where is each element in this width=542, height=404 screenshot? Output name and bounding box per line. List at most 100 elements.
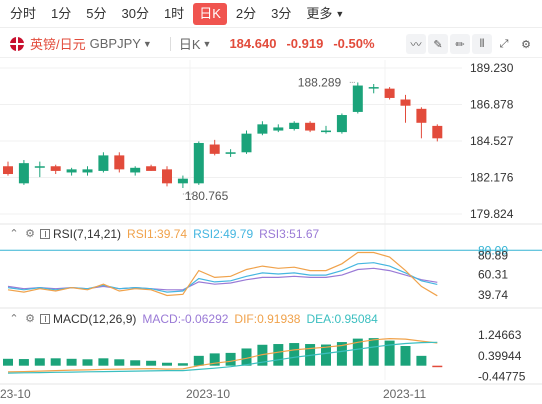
min-price-label: 180.765 bbox=[185, 189, 229, 203]
tab-6[interactable]: 2分 bbox=[235, 5, 257, 21]
macd-histogram-bar bbox=[400, 346, 411, 366]
collapse-arrow-icon[interactable]: ⌃ bbox=[9, 228, 19, 240]
tab-0[interactable]: 分时 bbox=[10, 5, 37, 21]
collapse-arrow-icon[interactable]: ⌃ bbox=[9, 313, 19, 325]
symbol-code[interactable]: GBPJPY bbox=[89, 36, 141, 51]
candle bbox=[18, 163, 29, 184]
price-tick-label: 189.230 bbox=[470, 61, 514, 75]
rsi2-value: RSI2:49.79 bbox=[193, 227, 254, 241]
toolbar: 〰 ✎ ✏ ⫴ ⤢ ⚙ bbox=[404, 34, 536, 54]
candle bbox=[162, 169, 172, 184]
x-axis-label: 23-10 bbox=[0, 387, 31, 401]
rsi-name: RSI(7,14,21) bbox=[53, 227, 122, 241]
macd-histogram-bar bbox=[225, 352, 236, 366]
macd-histogram-bar bbox=[384, 340, 395, 366]
candle bbox=[384, 88, 395, 98]
candle bbox=[209, 144, 220, 154]
macd-histogram-bar bbox=[241, 348, 252, 366]
macd-histogram-bar bbox=[321, 344, 331, 366]
x-axis-label: 2023-11 bbox=[383, 387, 426, 401]
candle bbox=[114, 155, 125, 170]
tab-1[interactable]: 1分 bbox=[51, 5, 72, 21]
macd-histogram-bar bbox=[162, 362, 172, 366]
price-change: -0.919 bbox=[286, 36, 324, 51]
macd-tick-label: 1.24663 bbox=[478, 328, 522, 342]
symbol-bar: 英镑/日元 GBPJPY ▼ 日K ▼ 184.640 -0.919 -0.50… bbox=[0, 30, 542, 58]
candle bbox=[432, 125, 443, 139]
last-price: 184.640 bbox=[229, 36, 277, 51]
macd-histogram-bar bbox=[368, 338, 379, 366]
price-tick-label: 184.527 bbox=[470, 134, 514, 148]
macd-histogram-bar bbox=[18, 359, 29, 366]
price-tick-label: 179.824 bbox=[470, 207, 514, 221]
macd-histogram-bar bbox=[146, 360, 157, 366]
draw-tool-icon[interactable]: ✏ bbox=[450, 34, 470, 54]
expand-icon[interactable]: ⤢ bbox=[499, 37, 509, 50]
candle bbox=[177, 178, 188, 184]
macd-tick-label: -0.44775 bbox=[478, 370, 526, 384]
rsi-legend: ⌃ ⚙ RSI(7,14,21) RSI1:39.74 RSI2:49.79 R… bbox=[8, 227, 319, 241]
indicator-toggle-icon[interactable] bbox=[40, 229, 50, 239]
candle bbox=[321, 130, 331, 133]
macd-histogram-bar bbox=[66, 358, 77, 366]
rsi-tick-label: 39.74 bbox=[478, 288, 508, 302]
tab-3[interactable]: 30分 bbox=[121, 5, 149, 21]
macd-histogram-bar bbox=[416, 355, 427, 366]
more-chevron-icon[interactable]: ▼ bbox=[335, 8, 345, 19]
macd-histogram-bar bbox=[352, 338, 363, 366]
candle bbox=[98, 155, 109, 171]
candle bbox=[3, 166, 13, 175]
candle bbox=[193, 142, 204, 184]
symbol-name[interactable]: 英镑/日元 bbox=[30, 37, 86, 52]
chevron-down-icon[interactable]: ▼ bbox=[142, 38, 152, 49]
candle bbox=[257, 124, 268, 134]
period-select[interactable]: 日K bbox=[178, 37, 201, 52]
macd-histogram-bar bbox=[336, 342, 347, 366]
macd-histogram-bar bbox=[273, 344, 284, 366]
candle bbox=[273, 127, 284, 131]
dif-line bbox=[7, 337, 438, 373]
candle bbox=[336, 115, 347, 133]
draw-pen-icon[interactable]: ✎ bbox=[428, 34, 448, 54]
rsi-tick-label: 80.00 bbox=[478, 243, 508, 257]
tab-2[interactable]: 5分 bbox=[86, 5, 107, 21]
rsi1-line bbox=[7, 251, 438, 297]
settings-icon[interactable]: ⚙ bbox=[25, 313, 35, 325]
tab-7[interactable]: 3分 bbox=[271, 5, 292, 21]
tab-5[interactable]: 日K bbox=[193, 2, 227, 25]
chevron-down-icon[interactable]: ▼ bbox=[202, 38, 212, 49]
price-tick-label: 182.176 bbox=[470, 170, 514, 184]
price-tick-label: 186.878 bbox=[470, 98, 514, 112]
macd-histogram-bar bbox=[432, 365, 443, 368]
macd-value: MACD:-0.06292 bbox=[142, 312, 229, 326]
candle bbox=[146, 166, 157, 171]
settings-icon[interactable]: ⚙ bbox=[25, 228, 35, 240]
macd-histogram-bar bbox=[177, 363, 188, 366]
tab-8[interactable]: 更多 bbox=[306, 5, 333, 21]
candle bbox=[368, 87, 379, 89]
indicator-toggle-icon[interactable] bbox=[40, 314, 50, 324]
rsi3-line bbox=[7, 267, 438, 291]
macd-histogram-bar bbox=[98, 358, 109, 366]
rsi-tick-label: 60.31 bbox=[478, 268, 508, 282]
candle bbox=[50, 166, 61, 171]
macd-histogram-bar bbox=[289, 343, 300, 366]
x-axis-label: 2023-10 bbox=[186, 387, 230, 401]
line-chart-icon[interactable]: 〰 bbox=[406, 34, 426, 54]
candle bbox=[416, 108, 427, 123]
candle bbox=[241, 133, 252, 153]
tab-4[interactable]: 1时 bbox=[163, 5, 185, 21]
macd-histogram-bar bbox=[3, 358, 13, 366]
macd-legend: ⌃ ⚙ MACD(12,26,9) MACD:-0.06292 DIF:0.91… bbox=[8, 312, 377, 326]
candle bbox=[289, 122, 300, 130]
rsi3-value: RSI3:51.67 bbox=[259, 227, 320, 241]
candle bbox=[66, 169, 77, 173]
uk-flag-icon bbox=[10, 36, 24, 51]
candle bbox=[130, 167, 141, 173]
candle-style-icon[interactable]: ⫴ bbox=[472, 34, 492, 54]
candle bbox=[225, 152, 236, 154]
settings-icon[interactable]: ⚙ bbox=[521, 38, 531, 51]
macd-histogram-bar bbox=[34, 358, 45, 366]
macd-histogram-bar bbox=[114, 359, 125, 366]
